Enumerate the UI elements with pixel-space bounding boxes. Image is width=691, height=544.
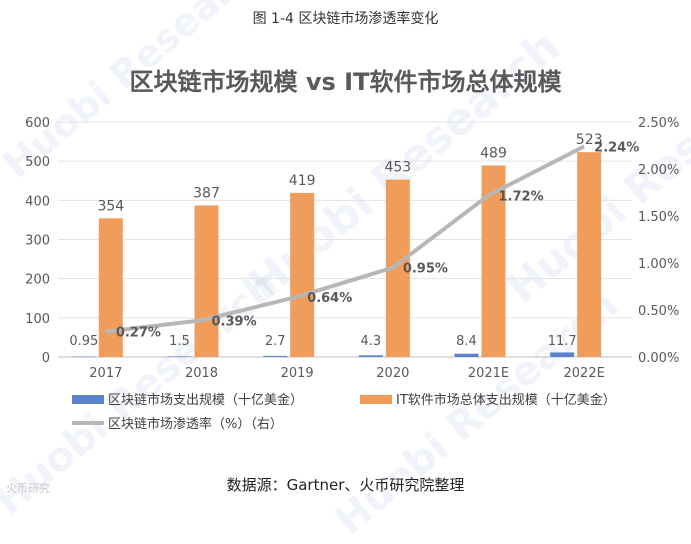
- bar-blockchain-value-label: 1.5: [169, 334, 190, 349]
- y-right-tick-label: 1.00%: [638, 257, 679, 272]
- bar-blockchain-value-label: 2.7: [265, 334, 286, 349]
- bar-blockchain: [550, 352, 575, 357]
- y-right-tick-label: 0.50%: [638, 304, 679, 319]
- x-tick-label: 2017: [89, 366, 122, 381]
- x-tick-label: 2021E: [468, 366, 509, 381]
- bar-blockchain: [167, 356, 192, 357]
- legend-label-penetration: 区块链市场渗透率（%）（右）: [108, 416, 283, 432]
- y-left-tick-label: 300: [25, 234, 50, 249]
- source-note: 数据源：Gartner、火币研究院整理: [226, 476, 465, 494]
- bar-it-software: [98, 218, 123, 357]
- y-right-tick-label: 1.50%: [638, 210, 679, 225]
- bar-it-value-label: 419: [289, 173, 316, 189]
- bar-blockchain-value-label: 11.7: [548, 334, 577, 349]
- y-right-tick-label: 2.00%: [638, 163, 679, 178]
- x-tick-label: 2018: [185, 366, 218, 381]
- bar-it-value-label: 387: [193, 185, 220, 201]
- legend-label-blockchain: 区块链市场支出规模（十亿美金）: [108, 392, 303, 408]
- x-tick-label: 2020: [376, 366, 409, 381]
- line-penetration-value-label: 2.24%: [594, 140, 639, 155]
- legend-swatch-it-software: [360, 395, 392, 404]
- y-left-tick-label: 200: [25, 273, 50, 288]
- bar-it-software: [577, 152, 602, 357]
- bar-blockchain: [358, 355, 383, 357]
- bar-blockchain: [71, 356, 96, 358]
- bar-it-software: [290, 192, 315, 357]
- line-penetration-value-label: 0.39%: [212, 314, 257, 329]
- y-left-tick-label: 400: [25, 194, 50, 209]
- line-penetration-value-label: 0.27%: [116, 326, 161, 341]
- y-left-tick-label: 500: [25, 155, 50, 170]
- bar-blockchain-value-label: 4.3: [360, 334, 381, 349]
- chart-area: 0 100 200 300 400 500 600 0.00% 0.50% 1.00% 1.50% 2…: [25, 116, 679, 432]
- y-left-tick-label: 100: [25, 312, 50, 327]
- legend-label-it-software: IT软件市场总体支出规模（十亿美金）: [396, 392, 616, 408]
- line-penetration-value-label: 0.64%: [307, 291, 352, 306]
- bar-blockchain: [263, 355, 288, 357]
- y-left-tick-label: 600: [25, 116, 50, 131]
- chart-title: 区块链市场规模 vs IT软件市场总体规模: [129, 68, 562, 96]
- bar-it-value-label: 523: [576, 132, 603, 148]
- y-right-tick-label: 0.00%: [638, 351, 679, 366]
- bar-it-value-label: 489: [480, 145, 507, 161]
- bar-it-value-label: 354: [97, 198, 124, 214]
- y-right-tick-label: 2.50%: [638, 116, 679, 131]
- x-tick-label: 2022E: [564, 366, 605, 381]
- legend-swatch-blockchain: [72, 395, 104, 404]
- line-penetration-value-label: 0.95%: [403, 262, 448, 277]
- y-left-tick-label: 0: [42, 351, 50, 366]
- x-tick-label: 2019: [281, 366, 314, 381]
- bar-it-software: [194, 205, 219, 357]
- bar-blockchain: [454, 353, 479, 357]
- figure-caption: 图 1-4 区块链市场渗透率变化: [252, 11, 439, 27]
- bar-blockchain-value-label: 8.4: [456, 334, 477, 349]
- bar-blockchain-value-label: 0.95: [69, 334, 98, 349]
- bar-it-value-label: 453: [384, 160, 411, 176]
- logo: 火币研究: [6, 482, 50, 495]
- line-penetration-value-label: 1.72%: [499, 189, 544, 204]
- line-penetration: [105, 144, 586, 334]
